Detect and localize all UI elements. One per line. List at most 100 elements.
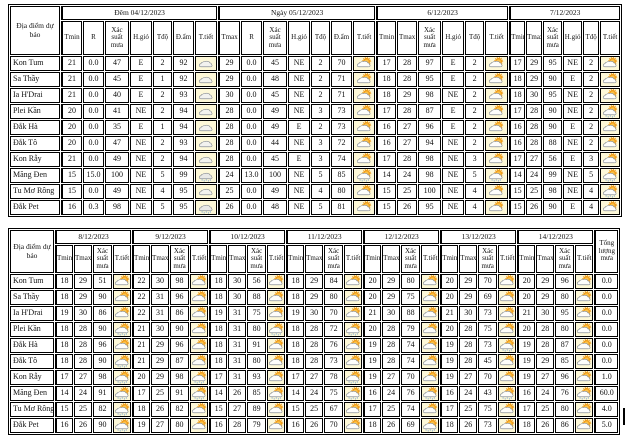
value-cell: 88 [247,290,267,305]
value-cell: 85 [331,168,353,183]
value-cell: 30 [536,306,555,321]
value-cell: NE [130,136,152,151]
column-header: Xác suất mưa [478,245,498,273]
value-cell: 0.0 [83,152,104,167]
value-cell: 26 [151,402,170,417]
column-header: H.gió [563,21,583,55]
night-cloud-icon [198,137,215,150]
value-cell: 91 [247,338,267,353]
value-cell: 28 [526,104,543,119]
sun-cloud-icon [268,403,284,416]
value-cell: 26 [526,200,543,215]
weather-cell [267,386,286,401]
value-cell: 15 [509,200,526,215]
value-cell: 40 [105,88,129,103]
value-cell: 86 [93,306,112,321]
value-cell: 30 [151,274,170,289]
value-cell: 17 [209,370,228,385]
value-cell: 56 [247,274,267,289]
value-cell: 75 [401,290,421,305]
value-cell: 28 [218,120,241,135]
value-cell: 19 [363,354,382,369]
sun-cloud-icon [356,137,373,150]
value-cell: 87 [418,104,442,119]
weather-cell [600,72,621,87]
value-cell: NE [130,168,152,183]
column-header: Đ.ẩm [173,21,194,55]
sun-cloud-icon [268,307,284,320]
weather-cell [344,322,363,337]
value-cell: 21 [61,56,82,71]
value-cell: 29 [536,354,555,369]
location-cell: Sa Thầy [10,290,54,305]
value-cell: 74 [331,152,353,167]
sun-cloud-icon [602,121,619,134]
value-cell: 35 [105,120,129,135]
value-cell: 21 [61,88,82,103]
value-cell: 2 [311,72,331,87]
value-cell: NE [288,56,311,71]
weather-cell [421,418,440,433]
value-cell: 44 [263,136,288,151]
sun-cloud-icon [422,291,438,304]
weather-cell [353,168,376,183]
value-cell: 98 [93,370,112,385]
weather-cell [195,152,218,167]
value-cell: 73 [331,104,353,119]
weather-cell [600,184,621,199]
value-cell: 1 [153,120,172,135]
sun-cloud-icon [268,339,284,352]
weather-cell [267,290,286,305]
sun-cloud-icon [576,371,592,384]
sun-rain-icon [356,169,373,182]
value-cell: 2 [153,88,172,103]
value-cell: 88 [401,306,421,321]
weather-cell [498,418,517,433]
column-header: Tđộ [153,21,172,55]
value-cell: 30 [305,306,324,321]
value-cell: 28 [218,136,241,151]
value-cell: 95 [555,306,575,321]
value-cell: 21 [61,72,82,87]
value-cell: NE [288,104,311,119]
sun-cloud-icon [488,137,505,150]
total-rain-cell: 60.0 [594,386,619,401]
value-cell: 96 [555,370,575,385]
weather-cell [195,184,218,199]
weather-cell [113,386,132,401]
sun-rain-icon [499,387,515,400]
weather-cell [190,354,209,369]
value-cell: 30 [74,306,92,321]
sun-rain-icon [114,323,130,336]
value-cell: 28 [397,56,418,71]
sun-cloud-icon [356,121,373,134]
value-cell: E [563,152,583,167]
table-row: Măng Đen 14 24 91 17 25 91 14 26 85 14 24 75 16 24 76 16… [10,386,619,401]
value-cell: E [563,120,583,135]
value-cell: 18 [517,418,536,433]
value-cell: 18 [376,88,397,103]
value-cell: NE [563,168,583,183]
value-cell: 45 [105,72,129,87]
weather-cell [195,72,218,87]
value-cell: 80 [555,402,575,417]
sun-cloud-icon [499,371,515,384]
value-cell: 75 [324,386,344,401]
value-cell: 2 [465,72,485,87]
value-cell: 25 [151,386,170,401]
weather-cell [190,274,209,289]
value-cell: 28 [74,338,92,353]
weather-cell [575,290,594,305]
value-cell: 20 [61,104,82,119]
weather-cell [498,338,517,353]
sun-rain-icon [268,387,284,400]
table-row: Đắk Pet 16 0.3 98 NE 5 95 26 0.0 48 NE 5 81 15 26 95 NE 4… [10,200,621,215]
location-column-header: Địa điểm dự báo [10,230,54,273]
value-cell: NE [442,88,465,103]
value-cell: 26 [536,418,555,433]
location-cell: Tu Mơ Rông [10,184,60,199]
night-cloud-icon [198,105,215,118]
value-cell: 90 [93,290,112,305]
value-cell: 18 [209,274,228,289]
value-cell: 45 [263,88,288,103]
